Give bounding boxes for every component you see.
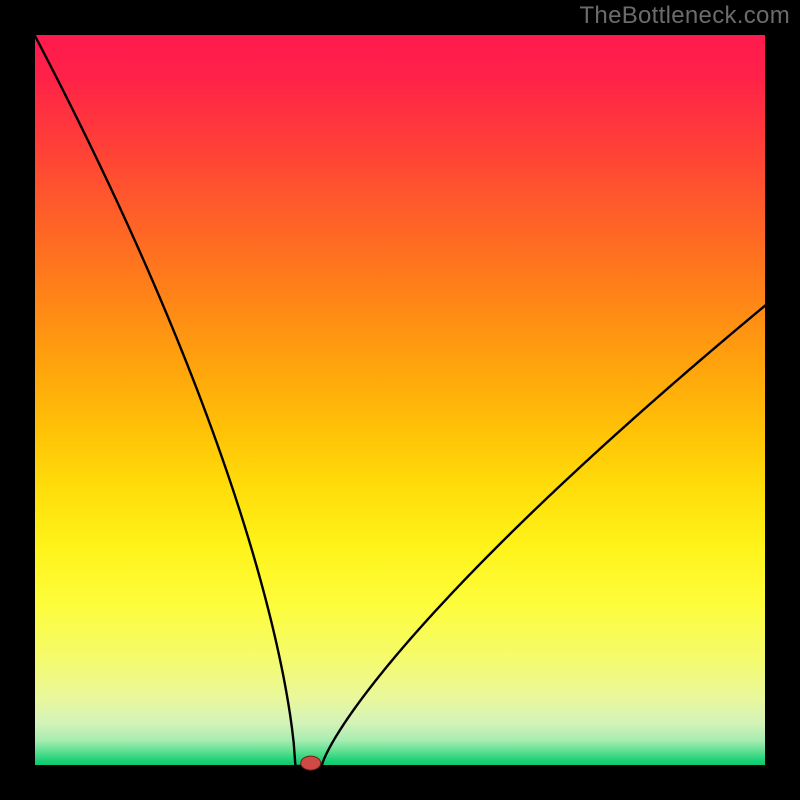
bottleneck-chart (0, 0, 800, 800)
optimum-marker (301, 756, 321, 770)
chart-stage: TheBottleneck.com (0, 0, 800, 800)
watermark-text: TheBottleneck.com (579, 2, 790, 30)
